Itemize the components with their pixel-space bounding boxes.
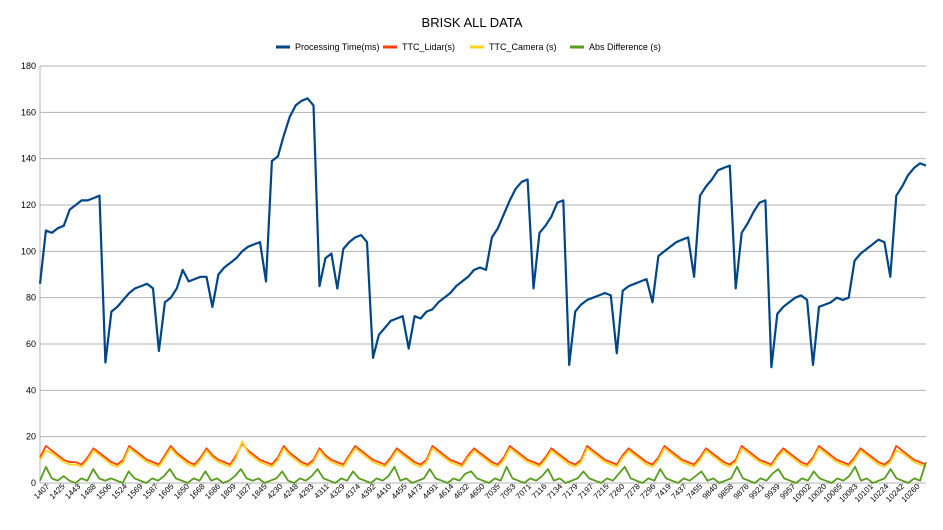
legend-label-2: TTC_Camera (s) bbox=[489, 42, 557, 52]
y-tick-label: 140 bbox=[21, 154, 36, 164]
series-lines bbox=[38, 97, 927, 484]
x-tick-label: 9876 bbox=[732, 482, 751, 501]
x-tick-label: 7296 bbox=[638, 482, 657, 501]
x-tick-label: 4293 bbox=[296, 482, 315, 501]
x-tick-label: 4374 bbox=[343, 482, 362, 501]
series-line-1 bbox=[39, 442, 927, 466]
x-tick-label: 7116 bbox=[530, 482, 549, 501]
series-line-3 bbox=[39, 461, 927, 484]
y-tick-label: 80 bbox=[26, 293, 36, 303]
x-tick-label: 7035 bbox=[483, 482, 502, 501]
x-tick-label: 4248 bbox=[281, 482, 300, 501]
x-tick-label: 1443 bbox=[63, 482, 82, 501]
x-tick-label: 4230 bbox=[265, 482, 284, 501]
legend-label-0: Processing Time(ms) bbox=[295, 42, 380, 52]
x-tick-label: 1587 bbox=[141, 482, 160, 501]
x-tick-label: 7071 bbox=[514, 482, 533, 501]
x-tick-label: 1569 bbox=[126, 482, 145, 501]
grid-lines bbox=[39, 65, 926, 484]
x-tick-label: 4392 bbox=[359, 482, 378, 501]
x-tick-label: 4311 bbox=[312, 482, 331, 501]
x-tick-label: 1524 bbox=[110, 482, 129, 501]
x-tick-label: 7278 bbox=[623, 482, 642, 501]
x-tick-label: 1425 bbox=[48, 482, 67, 501]
series-line-2 bbox=[39, 440, 927, 468]
x-tick-label: 9840 bbox=[701, 482, 720, 501]
x-tick-label: 7134 bbox=[545, 482, 564, 501]
x-tick-label: 7215 bbox=[592, 482, 611, 501]
x-tick-label: 4632 bbox=[452, 482, 471, 501]
x-tick-label: 7455 bbox=[685, 482, 704, 501]
x-tick-label: 7197 bbox=[576, 482, 595, 501]
series-line-0 bbox=[38, 97, 927, 369]
x-tick-label: 1827 bbox=[234, 482, 253, 501]
x-tick-label: 7179 bbox=[561, 482, 580, 501]
x-tick-label: 7437 bbox=[670, 482, 689, 501]
y-axis: 0 20 40 60 80 100 120 140 160 180 bbox=[21, 61, 36, 488]
x-tick-label: 1650 bbox=[172, 482, 191, 501]
x-tick-label: 1809 bbox=[219, 482, 238, 501]
x-tick-label: 1686 bbox=[203, 482, 222, 501]
x-tick-label: 7053 bbox=[499, 482, 518, 501]
x-tick-label: 1488 bbox=[79, 482, 98, 501]
x-tick-label: 9921 bbox=[747, 482, 766, 501]
y-tick-label: 60 bbox=[26, 339, 36, 349]
x-axis: 1407142514431488150615241569158716051650… bbox=[32, 482, 922, 504]
x-tick-label: 4455 bbox=[390, 482, 409, 501]
x-tick-label: 9939 bbox=[763, 482, 782, 501]
y-tick-label: 180 bbox=[21, 61, 36, 71]
x-tick-label: 4614 bbox=[436, 482, 455, 501]
x-tick-label: 9858 bbox=[716, 482, 735, 501]
x-tick-label: 4650 bbox=[467, 482, 486, 501]
x-tick-label: 7260 bbox=[607, 482, 626, 501]
y-tick-label: 120 bbox=[21, 200, 36, 210]
y-tick-label: 160 bbox=[21, 107, 36, 117]
legend-label-1: TTC_Lidar(s) bbox=[402, 42, 455, 52]
x-tick-label: 7419 bbox=[654, 482, 673, 501]
legend: Processing Time(ms) TTC_Lidar(s) TTC_Camer… bbox=[276, 42, 661, 52]
x-tick-label: 4410 bbox=[374, 482, 393, 501]
legend-label-3: Abs Difference (s) bbox=[589, 42, 661, 52]
chart-title: BRISK ALL DATA bbox=[422, 15, 523, 30]
x-tick-label: 1668 bbox=[188, 482, 207, 501]
y-tick-label: 100 bbox=[21, 246, 36, 256]
x-tick-label: 4329 bbox=[328, 482, 347, 501]
x-tick-label: 1845 bbox=[250, 482, 269, 501]
x-tick-label: 1605 bbox=[157, 482, 176, 501]
y-tick-label: 0 bbox=[31, 478, 36, 488]
x-tick-label: 1506 bbox=[94, 482, 113, 501]
y-tick-label: 20 bbox=[26, 432, 36, 442]
x-tick-label: 4473 bbox=[405, 482, 424, 501]
x-tick-label: 4491 bbox=[421, 482, 440, 501]
y-tick-label: 40 bbox=[26, 385, 36, 395]
